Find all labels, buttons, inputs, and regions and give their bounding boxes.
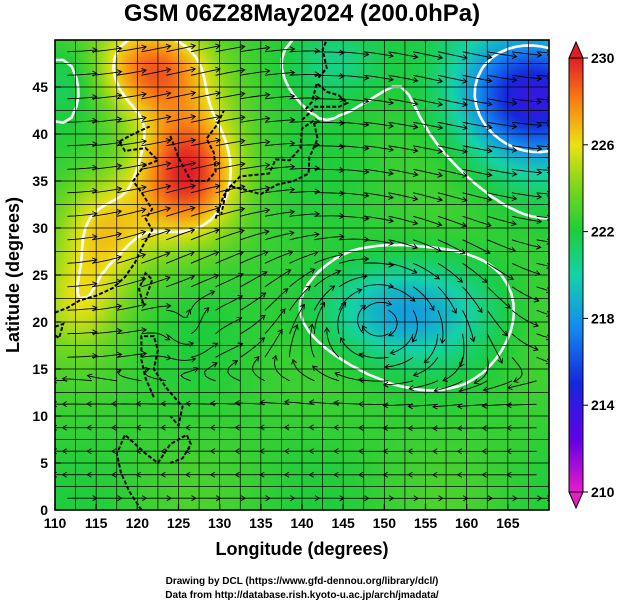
- coastline-segment: [137, 271, 154, 304]
- x-tick-label: 135: [249, 515, 273, 531]
- y-axis-label: Latitude (degrees): [3, 197, 23, 353]
- coastline-segment: [140, 335, 184, 428]
- x-tick-label: 130: [208, 515, 232, 531]
- y-tick-label: 20: [32, 314, 48, 330]
- y-tick-label: 25: [32, 267, 48, 283]
- x-tick-label: 120: [126, 515, 150, 531]
- colorbar-tick-label: 226: [591, 137, 615, 153]
- colorbar-tick-label: 214: [591, 397, 615, 413]
- x-tick-label: 145: [331, 515, 355, 531]
- isotherm-226: [76, 40, 233, 300]
- colorbar-bottom-arrow: [568, 491, 584, 510]
- colorbar-gradient: [569, 58, 583, 492]
- colorbar-tick-label: 222: [591, 224, 615, 240]
- x-tick-label: 150: [373, 515, 397, 531]
- y-tick-label: 0: [40, 502, 48, 518]
- y-tick-label: 40: [32, 126, 48, 142]
- x-axis-ticks: 110 115 120 125 130 135 140 145 150 155 160 165: [44, 504, 520, 531]
- chart-title: GSM 06Z28May2024 (200.0hPa): [124, 0, 480, 27]
- colorbar-tick-label: 210: [591, 484, 615, 500]
- wind-streamlines: [55, 43, 549, 502]
- coastline-segment: [55, 322, 65, 340]
- grid-lines: [55, 40, 549, 510]
- x-tick-label: 160: [455, 515, 479, 531]
- isotherm-222: [55, 40, 549, 392]
- x-tick-label: 110: [44, 515, 67, 531]
- isotherm-contours: [55, 40, 549, 392]
- y-tick-label: 10: [32, 408, 48, 424]
- y-axis-ticks: 0 5 10 15 20 25 30 35 40 45: [32, 79, 61, 518]
- plot-area: [55, 40, 549, 510]
- x-tick-label: 115: [85, 515, 108, 531]
- streamline-paths: [56, 45, 548, 499]
- x-tick-label: 140: [290, 515, 314, 531]
- colorbar-tick-label: 218: [591, 310, 615, 326]
- y-tick-label: 30: [32, 220, 48, 236]
- x-tick-label: 155: [414, 515, 438, 531]
- y-tick-label: 15: [32, 361, 48, 377]
- coastline-segment: [214, 119, 319, 219]
- coastline-segment: [115, 433, 193, 510]
- y-tick-label: 45: [32, 79, 48, 95]
- colorbar-tick-label: 230: [591, 50, 615, 66]
- credit-line-2: Data from http://database.rish.kyoto-u.a…: [165, 590, 439, 601]
- y-tick-label: 5: [40, 455, 48, 471]
- x-tick-label: 125: [167, 515, 191, 531]
- colorbar-top-arrow: [568, 40, 584, 59]
- y-tick-label: 35: [32, 173, 48, 189]
- colorbar-ticks: 210 214 218 222 226 230: [583, 50, 615, 500]
- x-axis-label: Longitude (degrees): [215, 539, 388, 559]
- x-tick-label: 165: [496, 515, 520, 531]
- credit-line-1: Drawing by DCL (https://www.gfd-dennou.o…: [166, 576, 439, 587]
- colorbar: 210 214 218 222 226 230: [568, 40, 615, 510]
